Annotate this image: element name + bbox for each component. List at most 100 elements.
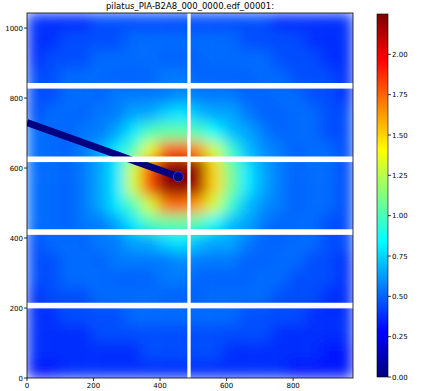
cell [288,31,305,50]
cell [337,104,353,123]
y-tick [24,28,27,29]
cell [125,342,142,361]
cell [43,360,60,378]
cell [239,104,256,123]
cell [337,287,353,306]
cell [239,13,256,32]
cell [190,287,207,306]
x-tick-label: 400 [153,382,166,390]
cell [272,13,289,32]
cell [76,104,93,123]
cell [206,123,223,142]
cell [255,86,272,105]
cell [239,269,256,288]
cell [255,50,272,69]
cell [60,287,77,306]
cell [141,269,158,288]
cell [125,250,142,269]
cell [60,104,77,123]
cell [255,177,272,196]
cell [43,31,60,50]
cell [92,250,109,269]
y-tick-label: 0 [19,375,23,383]
cell [190,323,207,342]
cell [60,86,77,105]
cell [43,104,60,123]
cell [157,31,174,50]
cell [76,177,93,196]
cell [320,50,337,69]
x-tick [293,378,294,381]
cell [255,13,272,32]
cell [43,50,60,69]
cell [337,177,353,196]
cell [255,269,272,288]
cell [76,323,93,342]
cell [288,250,305,269]
cell [141,31,158,50]
cell [60,250,77,269]
cell [141,287,158,306]
cell [239,342,256,361]
cell [304,13,321,32]
cell [190,177,207,196]
cell [239,196,256,215]
cell [157,342,174,361]
cell [304,287,321,306]
y-tick-label: 400 [10,235,23,243]
cell [255,250,272,269]
cell [255,123,272,142]
cell [337,250,353,269]
cell [223,50,240,69]
cell [60,31,77,50]
y-tick-label: 600 [10,165,23,173]
cell [109,196,126,215]
cell [272,50,289,69]
y-tick [24,308,27,309]
cell [223,104,240,123]
cell [76,342,93,361]
cell [272,323,289,342]
cell [288,177,305,196]
cell [92,287,109,306]
cell [288,50,305,69]
cell [76,360,93,378]
cell [157,287,174,306]
cell [43,323,60,342]
cell [157,50,174,69]
cell [43,177,60,196]
cell [60,360,77,378]
beamstop-arm [27,123,178,177]
cell [337,323,353,342]
cell [320,342,337,361]
cell [76,50,93,69]
cell [255,360,272,378]
cell [190,86,207,105]
cell [141,323,158,342]
x-tick [27,378,28,381]
cell [239,50,256,69]
cell [337,196,353,215]
cell [190,104,207,123]
cell [288,360,305,378]
colorbar-tick [388,54,391,55]
cell [27,250,44,269]
cell [190,123,207,142]
cell [109,123,126,142]
cell [206,177,223,196]
cell [337,13,353,32]
cell [320,196,337,215]
cell [223,31,240,50]
cell [92,196,109,215]
cell [27,177,44,196]
cell [60,196,77,215]
cell [92,31,109,50]
cell [125,360,142,378]
cell [157,269,174,288]
cells [27,13,353,378]
cell [288,104,305,123]
cell [337,342,353,361]
cell [141,86,158,105]
cell [223,323,240,342]
cell [223,360,240,378]
